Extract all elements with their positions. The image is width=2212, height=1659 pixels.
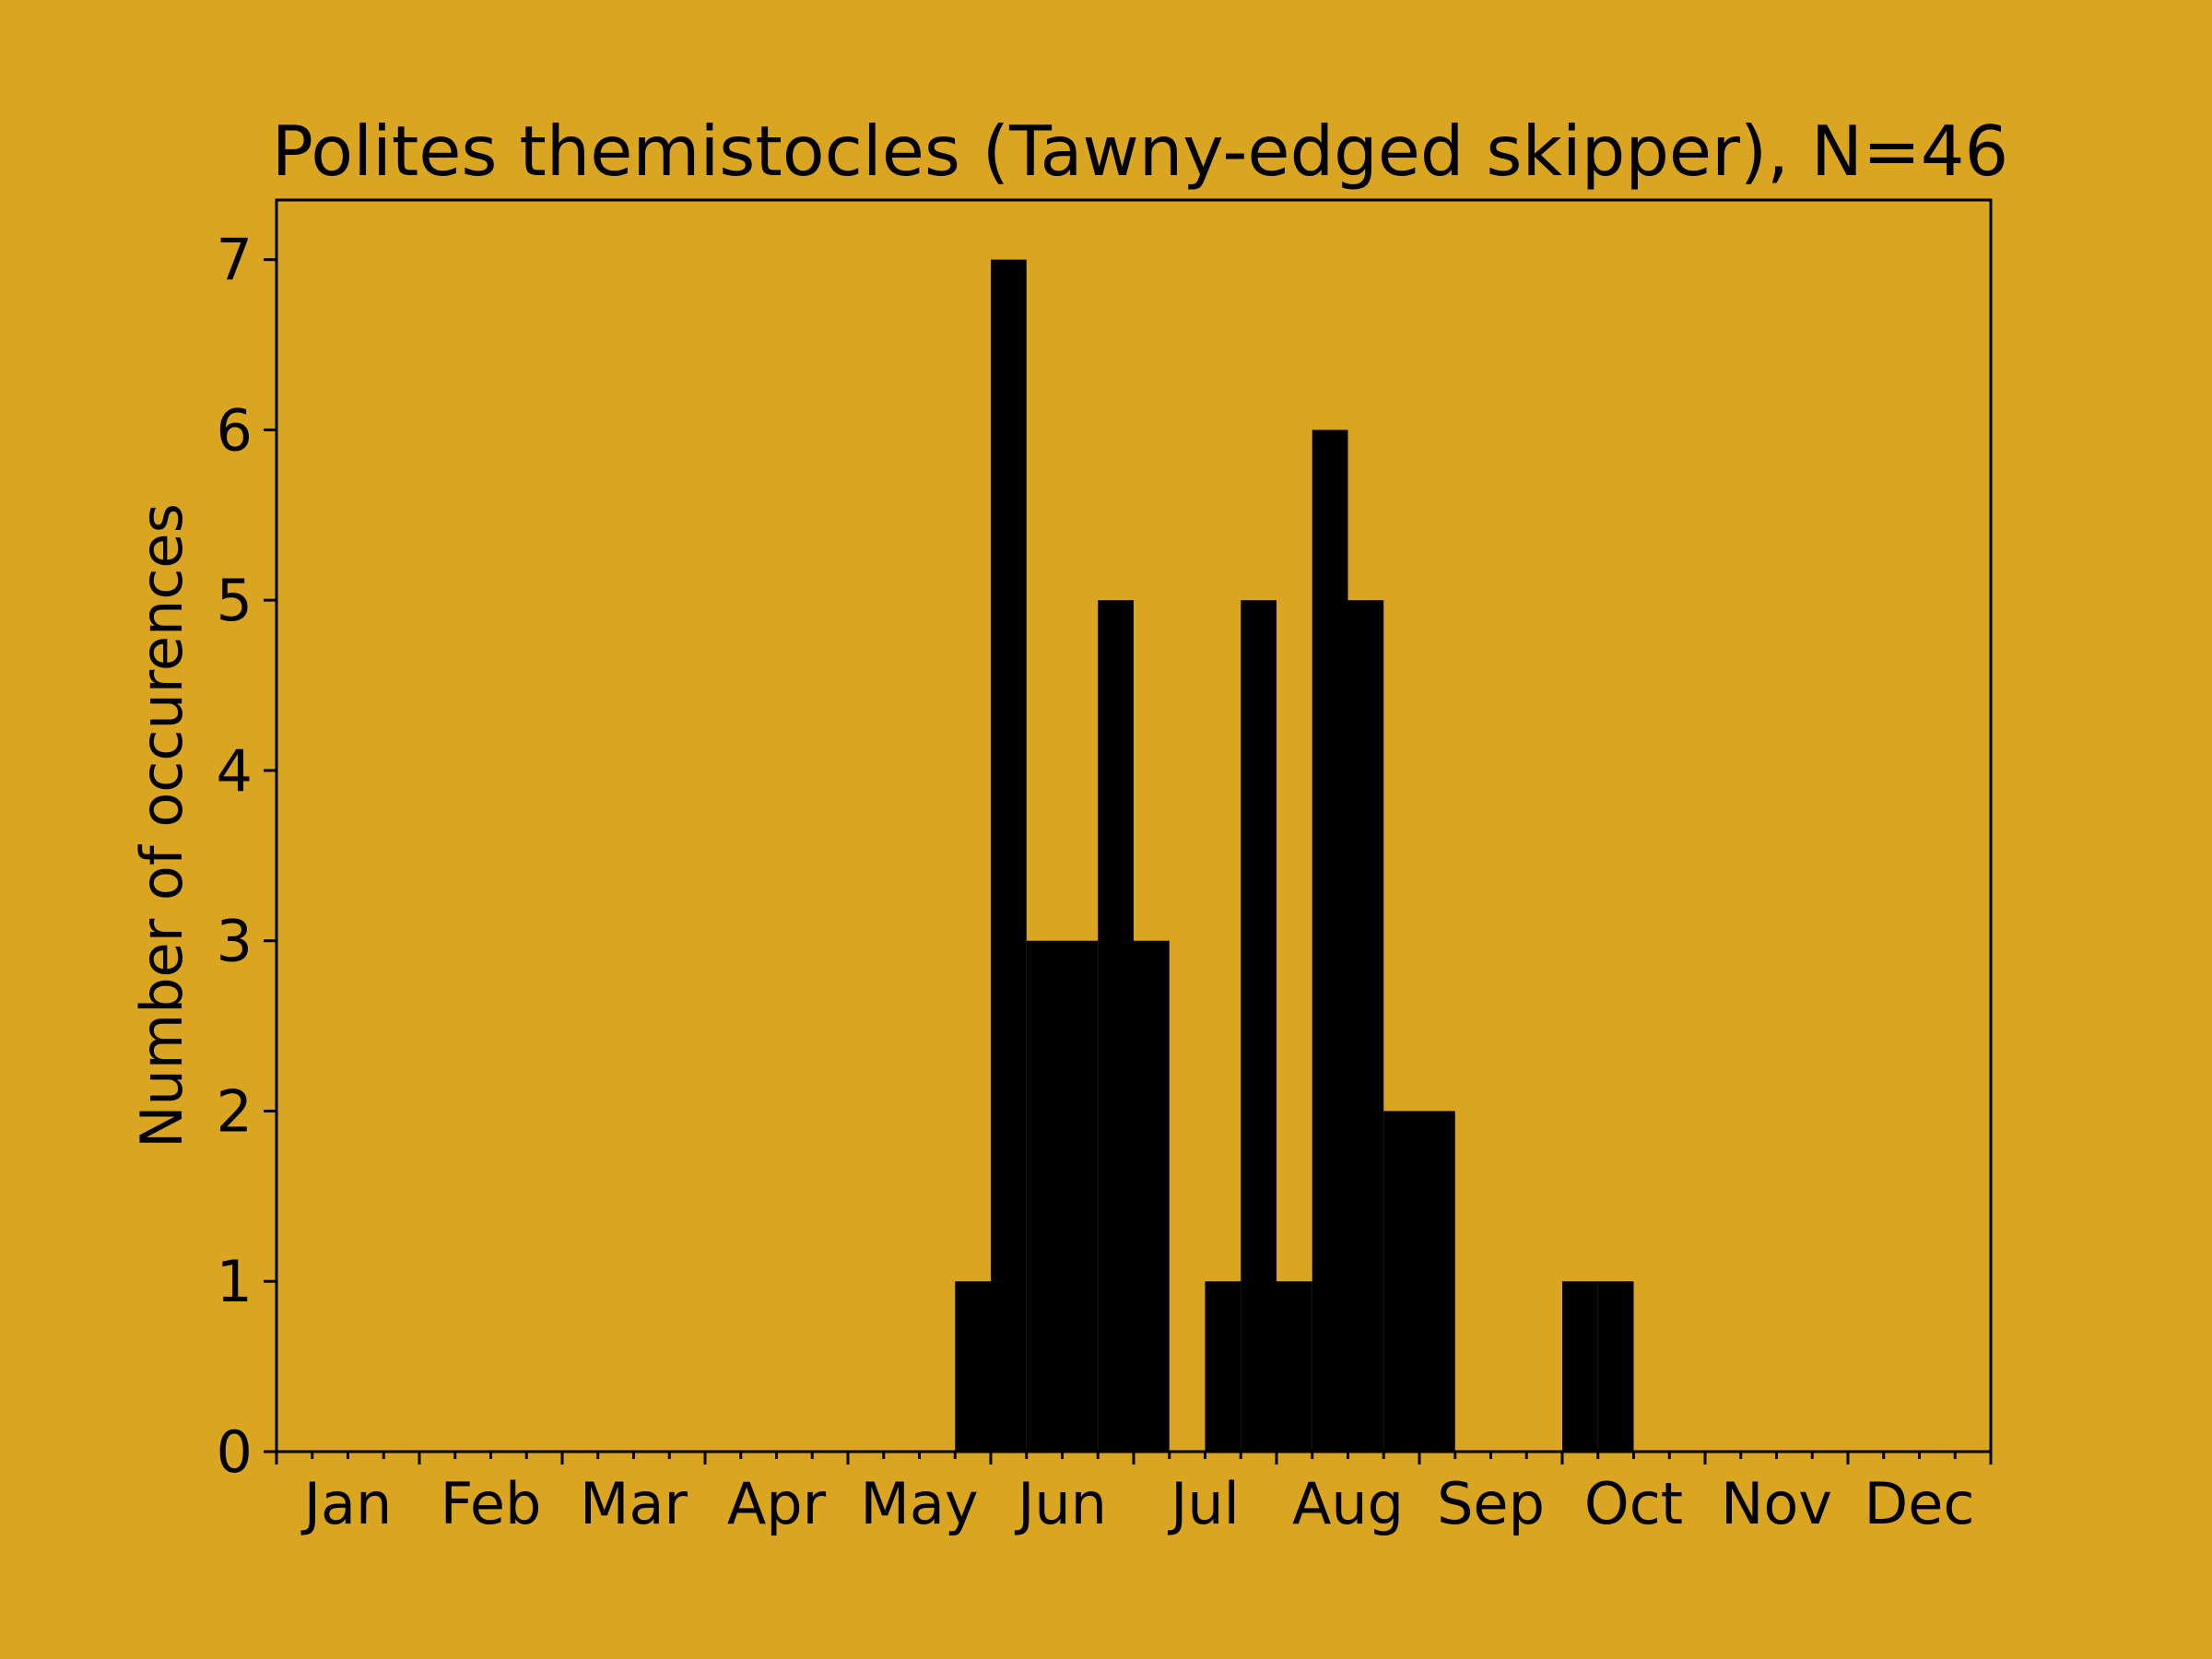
x-tick-label-mar: Mar xyxy=(580,1470,688,1537)
y-tick-label-5: 5 xyxy=(217,567,253,634)
bar-14 xyxy=(1597,1281,1634,1452)
y-tick-label-3: 3 xyxy=(217,908,253,975)
x-tick-label-aug: Aug xyxy=(1292,1470,1404,1537)
x-tick-label-nov: Nov xyxy=(1721,1470,1832,1537)
bars-group xyxy=(955,259,1634,1453)
x-tick-label-jun: Jun xyxy=(1014,1470,1107,1537)
bar-5 xyxy=(1134,940,1170,1452)
bar-6 xyxy=(1205,1281,1241,1452)
chart-title: Polites themistocles (Tawny-edged skippe… xyxy=(272,111,2009,192)
x-tick-label-dec: Dec xyxy=(1865,1470,1975,1537)
x-tick-label-jan: Jan xyxy=(300,1470,393,1537)
bar-11 xyxy=(1383,1111,1419,1452)
x-tick-label-apr: Apr xyxy=(727,1470,827,1537)
y-tick-label-1: 1 xyxy=(217,1248,253,1315)
y-axis-label: Number of occurences xyxy=(128,503,195,1148)
y-tick-label-6: 6 xyxy=(217,396,253,464)
x-tick-label-jul: Jul xyxy=(1167,1470,1240,1537)
plot-frame xyxy=(275,198,1993,1453)
bar-12 xyxy=(1419,1111,1455,1452)
x-tick-label-oct: Oct xyxy=(1584,1470,1683,1537)
y-axis: 0 1 2 3 4 5 6 7 xyxy=(217,227,276,1486)
y-tick-label-0: 0 xyxy=(217,1418,253,1486)
x-tick-label-feb: Feb xyxy=(441,1470,542,1537)
bar-13 xyxy=(1562,1281,1598,1452)
bar-3 xyxy=(1062,940,1099,1452)
x-axis: Jan Feb Mar Apr May Jun Jul Aug Sep Oct Nov Dec xyxy=(275,1452,1993,1537)
bar-7 xyxy=(1241,600,1277,1452)
bar-1 xyxy=(991,259,1027,1453)
bar-8 xyxy=(1277,1281,1312,1452)
bar-4 xyxy=(1098,600,1134,1452)
bar-2 xyxy=(1026,940,1063,1452)
y-tick-label-7: 7 xyxy=(217,227,253,294)
bar-9 xyxy=(1312,429,1348,1452)
bar-0 xyxy=(955,1281,991,1452)
y-tick-label-2: 2 xyxy=(217,1077,253,1145)
x-tick-label-may: May xyxy=(860,1470,978,1537)
bar-10 xyxy=(1347,600,1384,1452)
x-tick-label-sep: Sep xyxy=(1437,1470,1545,1537)
y-tick-label-4: 4 xyxy=(217,737,253,805)
